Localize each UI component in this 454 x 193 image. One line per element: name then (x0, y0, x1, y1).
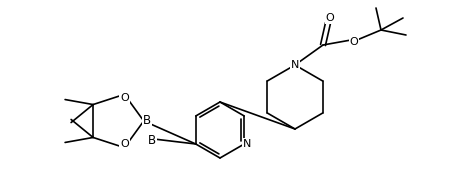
Text: O: O (350, 37, 358, 47)
Text: N: N (291, 60, 299, 70)
Text: B: B (143, 114, 151, 128)
Text: B: B (148, 135, 156, 147)
Text: O: O (120, 93, 129, 103)
Text: O: O (120, 139, 129, 149)
Text: O: O (326, 13, 335, 23)
Text: N: N (243, 139, 252, 149)
